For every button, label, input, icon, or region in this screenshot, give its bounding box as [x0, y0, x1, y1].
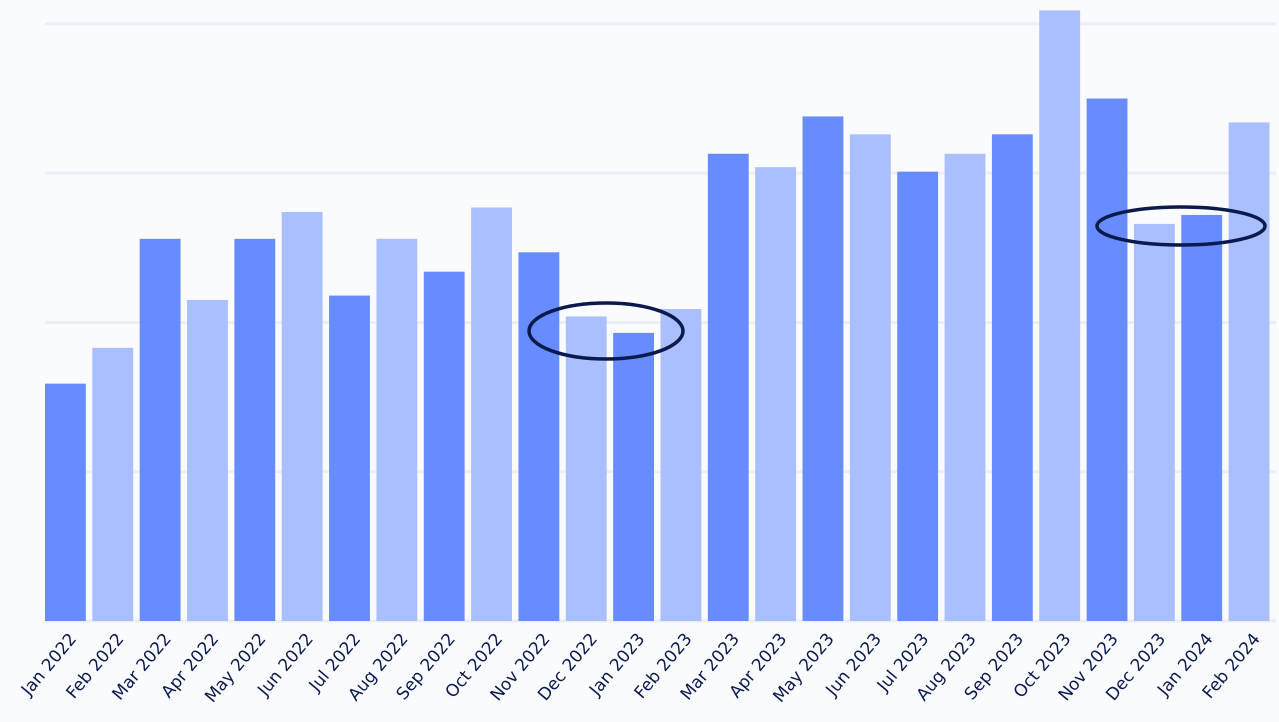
bar — [139, 238, 181, 621]
bar — [991, 134, 1033, 622]
bar — [1133, 223, 1175, 621]
bar — [944, 153, 986, 622]
bar — [471, 207, 512, 621]
bar — [281, 211, 323, 622]
bar — [187, 300, 228, 621]
bar — [423, 271, 465, 621]
annotation-circle — [1095, 205, 1267, 247]
bar — [234, 238, 276, 621]
bar — [1181, 214, 1223, 621]
annotation-circle — [527, 301, 685, 361]
bar — [660, 309, 702, 621]
bar — [802, 116, 844, 621]
bar — [849, 134, 891, 622]
bar — [1086, 98, 1128, 621]
bar — [565, 316, 607, 621]
bar — [613, 332, 654, 621]
bar — [376, 238, 418, 621]
bar — [897, 171, 939, 622]
bar — [1228, 122, 1270, 621]
bar — [92, 347, 134, 621]
bar — [755, 167, 797, 621]
bar — [329, 295, 370, 621]
bar — [518, 252, 560, 621]
bar — [45, 383, 86, 621]
bar — [707, 153, 749, 622]
bar — [1039, 10, 1081, 621]
